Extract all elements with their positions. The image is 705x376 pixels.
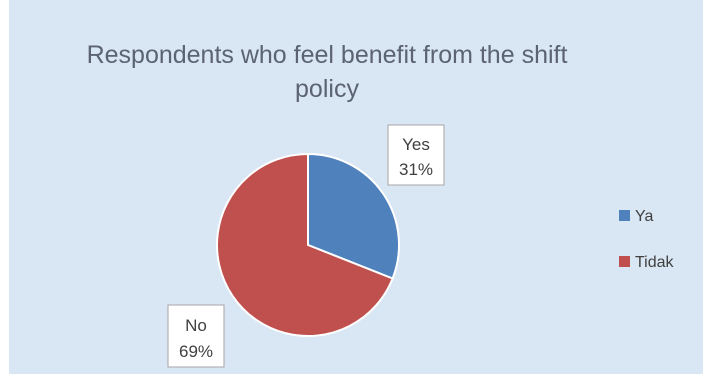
pie-chart: Respondents who feel benefit from the sh… [9, 0, 703, 374]
data-label-yes: Yes 31% [388, 125, 444, 185]
data-label-no-value: 69% [179, 342, 213, 361]
data-label-no-name: No [185, 316, 207, 335]
legend-swatch-tidak [619, 256, 630, 267]
chart-title-line-2: policy [295, 75, 359, 103]
legend-swatch-ya [619, 210, 630, 221]
legend: Ya Tidak [619, 208, 675, 271]
data-label-no: No 69% [168, 305, 224, 367]
legend-label-ya: Ya [635, 208, 653, 225]
chart-title-line-1: Respondents who feel benefit from the sh… [87, 41, 568, 69]
pie-slices [217, 154, 399, 336]
chart-area: Respondents who feel benefit from the sh… [9, 0, 703, 374]
data-label-yes-value: 31% [399, 160, 433, 179]
data-label-yes-name: Yes [402, 135, 430, 154]
legend-label-tidak: Tidak [635, 254, 675, 271]
